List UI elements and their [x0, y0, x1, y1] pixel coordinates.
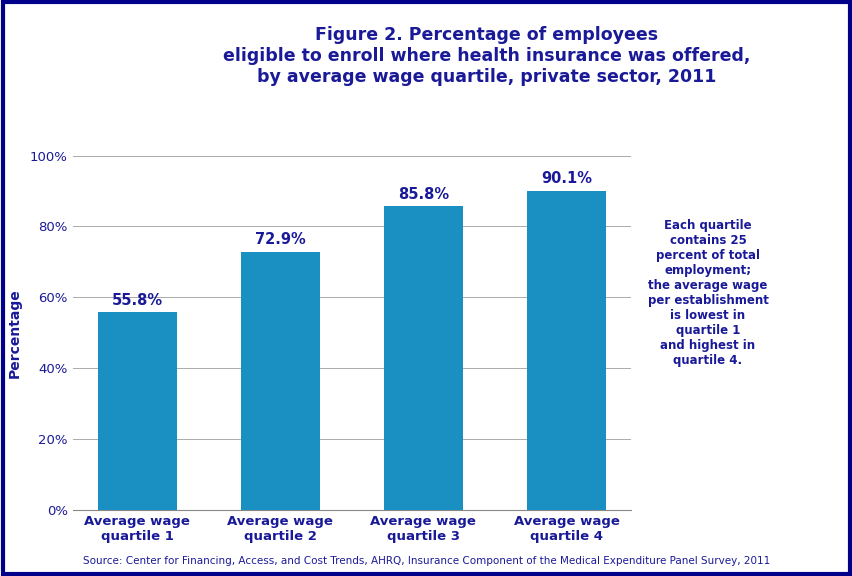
- Text: 90.1%: 90.1%: [540, 171, 591, 187]
- Bar: [383, 206, 462, 510]
- Bar: [98, 312, 176, 510]
- Text: Source: Center for Financing, Access, and Cost Trends, AHRQ, Insurance Component: Source: Center for Financing, Access, an…: [83, 556, 769, 566]
- Text: 85.8%: 85.8%: [397, 187, 448, 202]
- Text: Figure 2. Percentage of employees
eligible to enroll where health insurance was : Figure 2. Percentage of employees eligib…: [222, 26, 749, 85]
- Text: Advancing
Excellence in
Health Care: Advancing Excellence in Health Care: [101, 65, 158, 95]
- Text: 55.8%: 55.8%: [112, 293, 163, 308]
- Bar: [241, 252, 320, 510]
- Text: 72.9%: 72.9%: [255, 232, 305, 247]
- Y-axis label: Percentage: Percentage: [8, 288, 21, 377]
- Bar: [527, 191, 605, 510]
- Text: ✦: ✦: [40, 59, 57, 78]
- Text: Each quartile
contains 25
percent of total
employment;
the average wage
per esta: Each quartile contains 25 percent of tot…: [647, 219, 768, 367]
- Text: AHRQ: AHRQ: [101, 36, 159, 54]
